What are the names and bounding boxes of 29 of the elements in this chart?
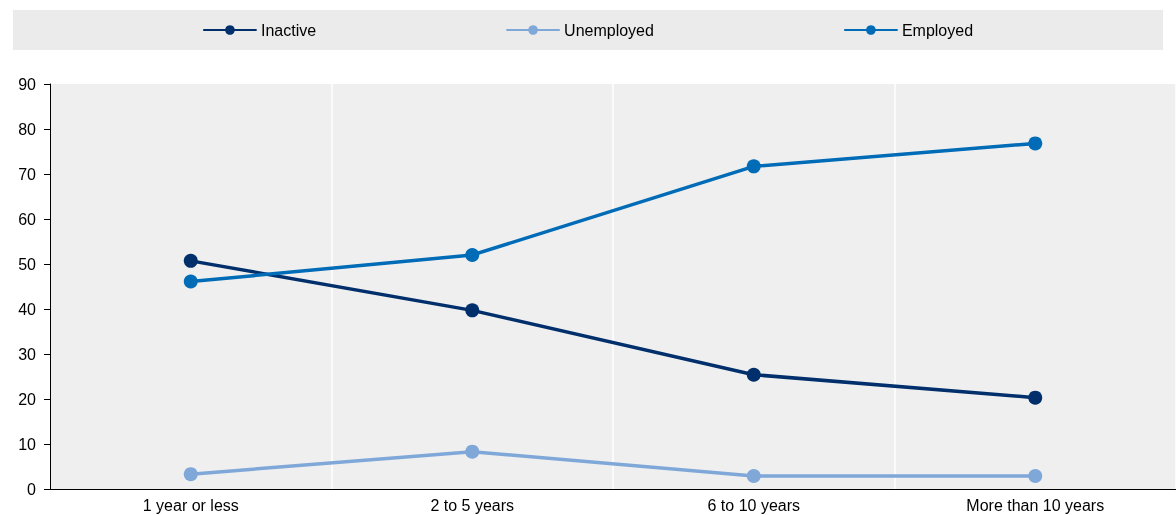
y-tick-label: 30 [18, 345, 37, 363]
y-tick-label: 10 [18, 435, 37, 453]
legend-label: Unemployed [564, 21, 654, 39]
y-tick-label: 40 [18, 300, 37, 318]
point [746, 468, 761, 483]
point [183, 253, 198, 268]
y-tick-label: 80 [18, 120, 37, 138]
point [1028, 390, 1043, 405]
x-tick-label: 2 to 5 years [430, 496, 515, 514]
point [465, 248, 480, 262]
y-tick-label: 60 [18, 210, 37, 228]
point [465, 444, 480, 459]
y-tick-label: 70 [18, 165, 37, 183]
legend-label: Inactive [260, 21, 317, 39]
point [183, 467, 198, 482]
x-tick-label: More than 10 years [966, 496, 1105, 514]
legend-label: Employed [901, 21, 974, 39]
y-tick-label: 50 [18, 255, 37, 273]
y-tick-label: 0 [27, 480, 37, 498]
point [465, 303, 480, 318]
point [1028, 468, 1043, 483]
point [746, 159, 761, 174]
y-tick-label: 20 [18, 390, 37, 408]
point [1028, 136, 1043, 151]
point [183, 274, 198, 289]
y-tick-label: 90 [18, 75, 37, 93]
point [746, 367, 761, 382]
x-tick-label: 6 to 10 years [707, 496, 800, 514]
x-tick-label: 1 year or less [142, 496, 239, 514]
